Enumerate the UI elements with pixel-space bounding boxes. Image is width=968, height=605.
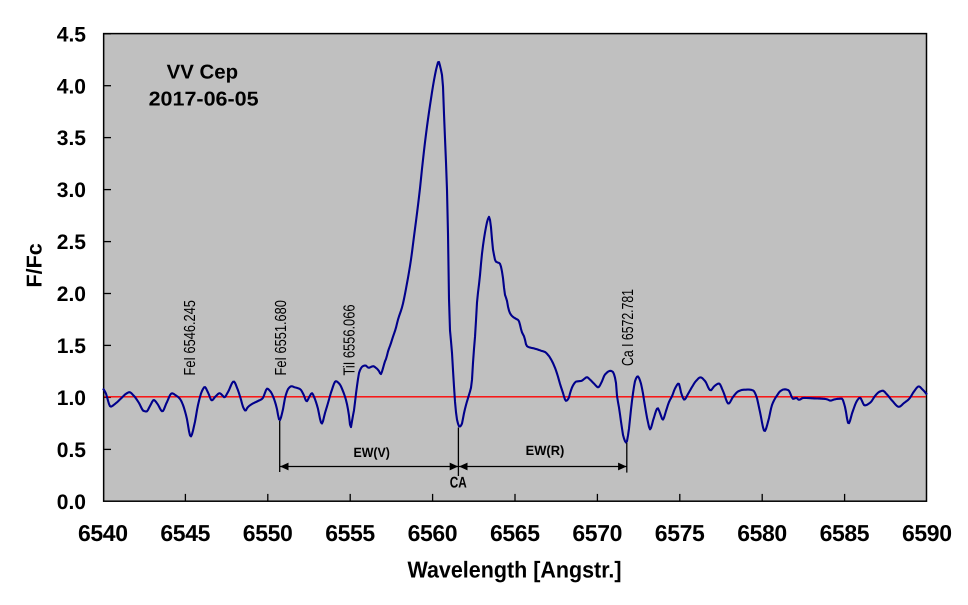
svg-text:Ca I 6572.781: Ca I 6572.781 [620, 289, 637, 366]
svg-text:0.0: 0.0 [57, 491, 86, 514]
svg-text:6570: 6570 [572, 520, 622, 546]
svg-text:6555: 6555 [325, 520, 375, 546]
svg-text:4.5: 4.5 [57, 23, 87, 46]
svg-text:EW(V): EW(V) [354, 445, 390, 460]
svg-text:2.5: 2.5 [57, 231, 87, 254]
svg-text:3.0: 3.0 [57, 179, 86, 202]
svg-text:TiI 6556.066: TiI 6556.066 [342, 304, 359, 375]
svg-text:0.5: 0.5 [57, 439, 87, 462]
svg-text:6565: 6565 [490, 520, 540, 546]
svg-text:6585: 6585 [820, 520, 870, 546]
svg-text:6575: 6575 [655, 520, 705, 546]
svg-text:2.0: 2.0 [57, 283, 86, 306]
svg-text:VV Cep: VV Cep [167, 62, 239, 84]
svg-text:6540: 6540 [78, 520, 128, 546]
svg-text:FeI 6546.245: FeI 6546.245 [182, 300, 199, 375]
svg-text:F/Fc: F/Fc [22, 243, 46, 287]
svg-text:EW(R): EW(R) [526, 443, 565, 458]
svg-text:2017-06-05: 2017-06-05 [149, 89, 259, 111]
svg-text:6545: 6545 [160, 520, 210, 546]
svg-text:1.0: 1.0 [57, 387, 86, 410]
svg-text:FeI 6551.680: FeI 6551.680 [273, 300, 290, 375]
svg-text:6550: 6550 [243, 520, 293, 546]
svg-text:Wavelength [Angstr.]: Wavelength [Angstr.] [408, 557, 622, 583]
svg-text:6560: 6560 [408, 520, 458, 546]
svg-text:CA: CA [450, 475, 467, 492]
svg-text:1.5: 1.5 [57, 335, 87, 358]
svg-text:3.5: 3.5 [57, 127, 87, 150]
svg-text:4.0: 4.0 [57, 75, 86, 98]
svg-text:6580: 6580 [737, 520, 787, 546]
svg-text:6590: 6590 [902, 520, 952, 546]
